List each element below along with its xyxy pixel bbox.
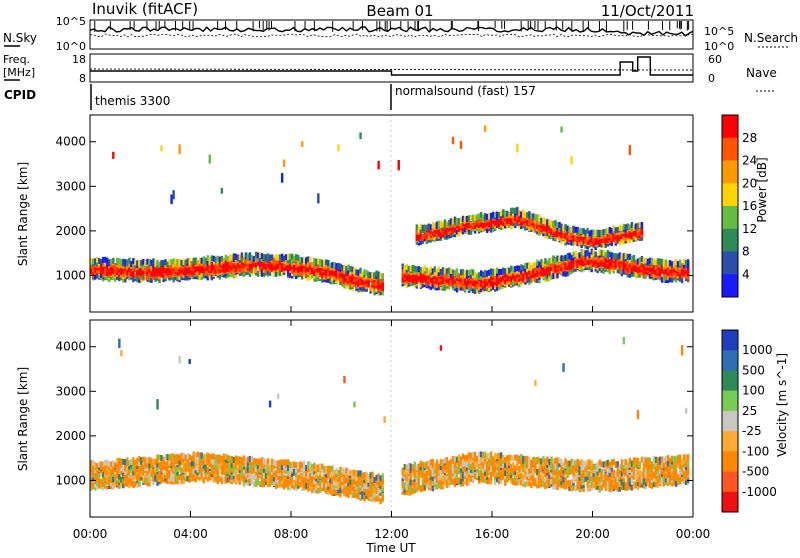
heatmap-cell: [301, 141, 303, 147]
noise-panel: N.Sky 10^5 10^0 10^5 10^0 N.Search: [3, 15, 798, 53]
noise-panel-frame: [90, 20, 693, 49]
nave-tick-top: 60: [708, 53, 722, 66]
nave-line: [90, 69, 693, 70]
heatmap-cell: [381, 273, 383, 279]
heatmap-cell: [641, 222, 643, 228]
range-tick-label: 4000: [55, 135, 86, 149]
heatmap-cell: [112, 152, 114, 159]
heatmap-cell: [371, 472, 373, 478]
heatmap-cell: [452, 137, 454, 145]
noise-sky-line: [90, 27, 693, 36]
heatmap-cell: [281, 173, 283, 183]
power-colorbar-label: Power [dB]: [755, 157, 769, 222]
cpid-panel: CPID themis 3300 normalsound (fast) 157: [4, 84, 536, 110]
heatmap-cell: [337, 144, 339, 151]
colorbar-swatch: [722, 115, 738, 138]
noise-search-label: N.Search: [744, 31, 798, 45]
range-tick-label: 1000: [55, 268, 86, 282]
colorbar-swatch: [722, 252, 738, 275]
colorbar-swatch: [722, 274, 738, 297]
heatmap-cell: [381, 473, 383, 479]
velocity-heatmap: [90, 337, 689, 504]
colorbar-tick-label: 8: [742, 245, 750, 259]
heatmap-cell: [687, 259, 689, 265]
heatmap-cell: [283, 160, 285, 167]
colorbar-tick-label: 28: [742, 131, 757, 145]
heatmap-cell: [160, 145, 162, 151]
heatmap-cell: [359, 132, 361, 139]
heatmap-cell: [516, 144, 518, 153]
freq-label: Freq.: [3, 53, 30, 66]
colorbar-swatch: [722, 161, 738, 184]
noise-spikes: [95, 21, 689, 32]
heatmap-cell: [629, 145, 631, 155]
heatmap-cell: [178, 144, 180, 154]
noise-right-tick-bottom: 10^0: [704, 40, 734, 53]
freq-tick-top: 18: [72, 53, 86, 66]
colorbar-swatch: [722, 229, 738, 252]
colorbar-tick-label: 4: [742, 267, 750, 281]
station-title: Inuvik (fitACF): [92, 0, 198, 18]
cpid-mode-1: themis 3300: [95, 94, 170, 108]
nave-tick-bottom: 0: [708, 72, 715, 85]
beam-title: Beam 01: [366, 2, 433, 20]
freq-panel: Freq. [MHz] 18 8 60 0 Nave: [3, 53, 777, 91]
heatmap-cell: [460, 141, 462, 149]
freq-panel-frame: [90, 54, 693, 82]
freq-unit-label: [MHz]: [3, 66, 35, 79]
noise-left-tick-top: 10^5: [56, 15, 86, 28]
heatmap-cell: [570, 156, 572, 164]
heatmap-cell: [317, 193, 319, 203]
heatmap-cell: [484, 125, 486, 131]
date-title: 11/Oct/2011: [601, 2, 694, 20]
heatmap-cell: [398, 160, 400, 170]
heatmap-cell: [267, 458, 269, 464]
heatmap-cell: [209, 154, 211, 163]
heatmap-cell: [221, 188, 223, 194]
noise-search-line: [90, 34, 693, 37]
heatmap-cell: [560, 127, 562, 133]
power-y-axis-label: Slant Range [km]: [16, 162, 30, 266]
range-tick-label: 3000: [55, 179, 86, 193]
heatmap-cell: [377, 161, 379, 170]
noise-sky-label: N.Sky: [3, 31, 37, 45]
noise-right-tick-top: 10^5: [704, 25, 734, 38]
freq-tick-bottom: 8: [79, 72, 86, 85]
noise-left-tick-bottom: 10^0: [56, 40, 86, 53]
nave-label: Nave: [746, 66, 777, 80]
colorbar-swatch: [722, 206, 738, 229]
colorbar-tick-label: 12: [742, 222, 757, 236]
freq-line: [90, 57, 693, 75]
power-heatmap: [90, 125, 689, 295]
cpid-label: CPID: [4, 88, 36, 102]
cpid-mode-2: normalsound (fast) 157: [395, 84, 536, 98]
heatmap-cell: [172, 190, 174, 199]
range-tick-label: 2000: [55, 224, 86, 238]
colorbar-swatch: [722, 138, 738, 161]
colorbar-swatch: [722, 183, 738, 206]
